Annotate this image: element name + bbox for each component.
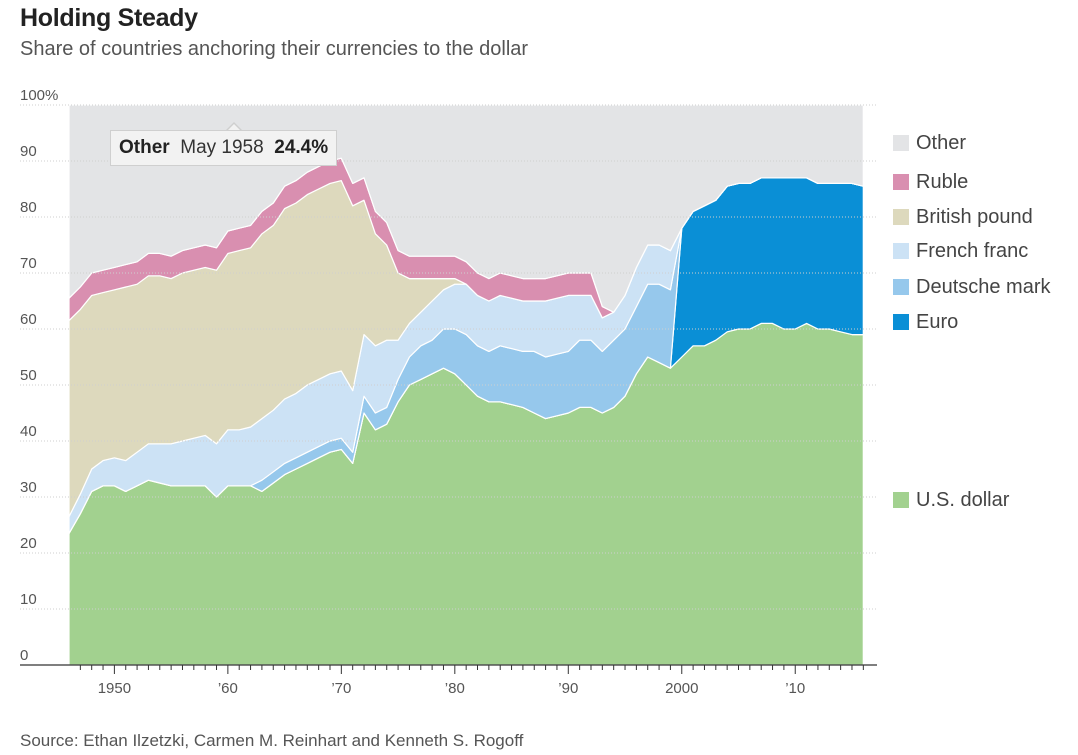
legend-item-british-pound[interactable]: British pound — [893, 205, 1033, 228]
y-tick-label-10: 10 — [20, 591, 37, 608]
y-tick-label-100: 100% — [20, 87, 58, 104]
x-tick-label-2010: ’10 — [785, 680, 805, 697]
tooltip-series: Other — [119, 137, 170, 158]
legend-swatch-us-dollar — [893, 492, 909, 508]
y-axis: 0 10 20 30 40 50 60 70 80 90 100% — [20, 87, 58, 664]
legend-item-us-dollar[interactable]: U.S. dollar — [893, 488, 1010, 511]
legend-item-other[interactable]: Other — [893, 131, 967, 154]
series-areas — [68, 104, 864, 666]
legend-item-deutsche-mark[interactable]: Deutsche mark — [893, 275, 1051, 298]
legend-label-euro: Euro — [916, 310, 959, 333]
legend-label-ruble: Ruble — [916, 170, 969, 193]
legend-swatch-french-franc — [893, 243, 909, 259]
legend-label-french-franc: French franc — [916, 239, 1029, 262]
legend-swatch-ruble — [893, 174, 909, 190]
y-tick-label-90: 90 — [20, 143, 37, 160]
hover-tooltip: Other May 1958 24.4% — [110, 130, 338, 166]
x-tick-label-1970: ’70 — [331, 680, 351, 697]
y-tick-label-80: 80 — [20, 199, 37, 216]
gridlines — [20, 104, 877, 610]
y-tick-label-40: 40 — [20, 423, 37, 440]
legend-label-british-pound: British pound — [916, 205, 1033, 228]
x-tick-label-1980: ’80 — [445, 680, 465, 697]
tooltip-value: 24.4% — [274, 137, 329, 158]
legend-swatch-deutsche-mark — [893, 279, 909, 295]
y-tick-label-20: 20 — [20, 535, 37, 552]
tooltip-pointer-inner — [227, 124, 241, 131]
legend-swatch-euro — [893, 314, 909, 330]
x-tick-label-2000: 2000 — [665, 680, 698, 697]
legend-label-us-dollar: U.S. dollar — [916, 488, 1010, 511]
legend-item-french-franc[interactable]: French franc — [893, 239, 1029, 262]
legend-label-deutsche-mark: Deutsche mark — [916, 275, 1051, 298]
legend-item-ruble[interactable]: Ruble — [893, 170, 969, 193]
chart-title: Holding Steady — [20, 4, 198, 32]
y-tick-label-30: 30 — [20, 479, 37, 496]
x-tick-label-1990: ’90 — [558, 680, 578, 697]
chart-subtitle: Share of countries anchoring their curre… — [20, 38, 529, 60]
legend-swatch-british-pound — [893, 209, 909, 225]
tooltip-date: May 1958 — [180, 137, 264, 158]
x-tick-label-1960: ’60 — [218, 680, 238, 697]
y-tick-label-50: 50 — [20, 367, 37, 384]
y-tick-label-60: 60 — [20, 311, 37, 328]
y-tick-label-70: 70 — [20, 255, 37, 272]
x-axis: 1950 ’60 ’70 ’80 ’90 2000 ’10 — [20, 664, 877, 697]
legend-label-other: Other — [916, 131, 967, 154]
x-tick-label-1950: 1950 — [98, 680, 131, 697]
legend-item-euro[interactable]: Euro — [893, 310, 959, 333]
y-tick-label-0: 0 — [20, 647, 28, 664]
source-note: Source: Ethan Ilzetzki, Carmen M. Reinha… — [20, 731, 524, 750]
legend-swatch-other — [893, 135, 909, 151]
